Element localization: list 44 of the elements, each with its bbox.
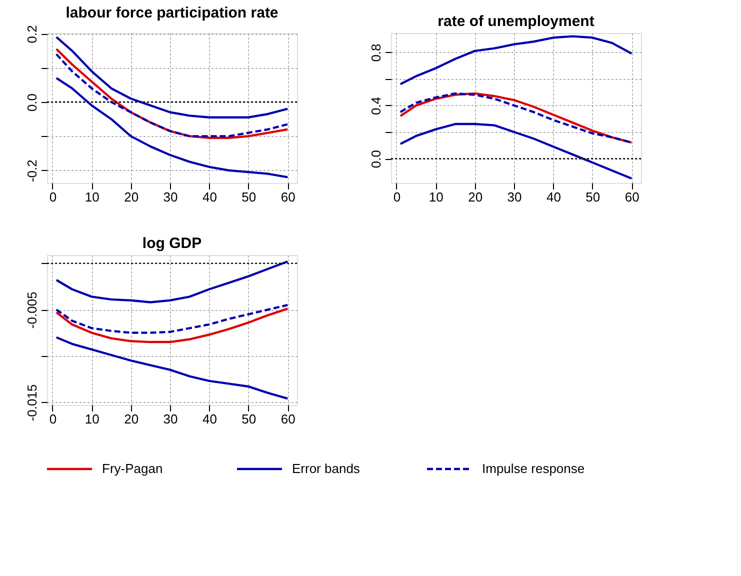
x-tick-label: 50 — [242, 412, 256, 426]
x-tick-label: 40 — [202, 412, 217, 426]
x-tick-label: 10 — [84, 412, 100, 426]
y-tick-label: -0.015 — [24, 384, 40, 422]
line-series — [55, 77, 289, 178]
line-series — [55, 304, 289, 334]
x-tick-label: 0 — [49, 190, 57, 204]
legend-label: Fry-Pagan — [102, 461, 163, 476]
line-series — [399, 122, 633, 180]
y-tick-label: 0.2 — [24, 25, 40, 44]
x-tick-label: 20 — [124, 190, 139, 204]
line-series — [399, 92, 633, 144]
y-tick-label: -0.2 — [24, 160, 40, 182]
x-tick-label: 20 — [124, 412, 139, 426]
line-series — [55, 260, 289, 304]
x-tick-label: 60 — [624, 190, 640, 204]
x-tick-label: 0 — [49, 412, 57, 426]
y-tick-label: 0.4 — [368, 96, 384, 115]
x-tick-label: 60 — [280, 190, 296, 204]
y-tick-label: -0.005 — [24, 292, 40, 329]
y-tick-label: 0.0 — [368, 150, 384, 168]
x-tick-label: 0 — [393, 190, 401, 204]
x-tick-label: 40 — [546, 190, 561, 204]
legend-label: Error bands — [292, 461, 360, 476]
x-tick-label: 30 — [163, 412, 178, 426]
x-tick-label: 50 — [242, 190, 256, 204]
line-series — [399, 35, 633, 86]
line-series — [55, 336, 289, 400]
x-tick-label: 30 — [163, 190, 178, 204]
x-tick-label: 60 — [280, 412, 296, 426]
line-series — [55, 308, 289, 344]
x-tick-label: 10 — [84, 190, 100, 204]
y-tick-label: 0.0 — [24, 93, 40, 112]
line-series — [55, 36, 289, 118]
x-tick-label: 30 — [507, 190, 522, 204]
y-tick-label: 0.8 — [368, 44, 384, 62]
legend-label: Impulse response — [482, 461, 585, 476]
x-tick-label: 10 — [428, 190, 444, 204]
chart-title: rate of unemployment — [438, 13, 594, 30]
x-tick-label: 50 — [586, 190, 600, 204]
x-tick-label: 20 — [468, 190, 483, 204]
chart-title: labour force participation rate — [66, 4, 278, 22]
chart-title: log GDP — [142, 235, 202, 252]
x-tick-label: 40 — [202, 190, 217, 204]
